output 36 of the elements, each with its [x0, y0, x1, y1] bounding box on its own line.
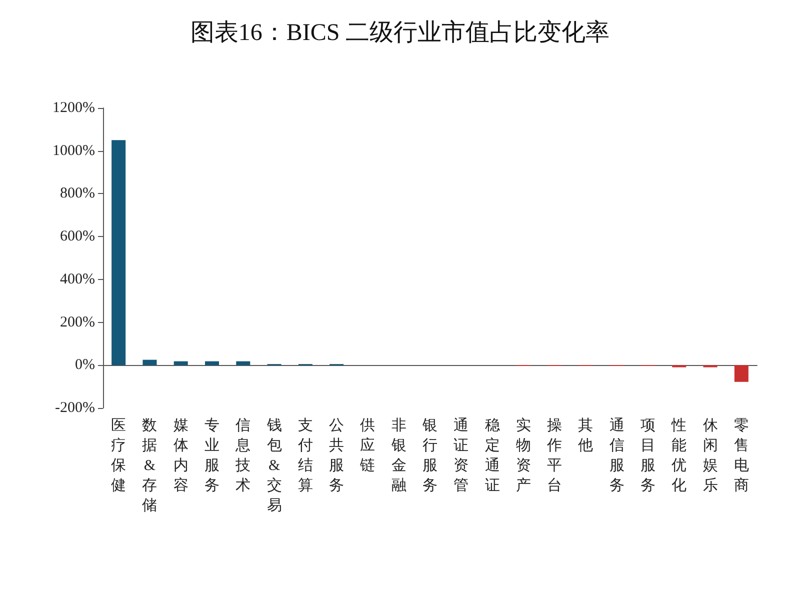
- x-tick-label: 专业服务: [204, 417, 220, 494]
- x-tick-label: 通证资管: [454, 417, 469, 494]
- bar: [204, 361, 220, 366]
- bar: [112, 140, 126, 366]
- y-tick-label: -200%: [55, 400, 95, 416]
- chart-title: 图表16：BICS 二级行业市值占比变化率: [190, 19, 610, 46]
- y-tick-label: 1200%: [52, 100, 95, 116]
- x-tick-label: 公共服务: [329, 417, 344, 494]
- x-tick-label: 性能优化: [670, 417, 687, 494]
- y-tick-label: 0%: [75, 357, 95, 374]
- x-tick-label: 实物资产: [516, 417, 531, 494]
- bar: [236, 361, 250, 366]
- x-tick-label: 零售电商: [734, 418, 749, 494]
- x-tick-label: 稳定通证: [484, 417, 500, 494]
- x-tick-label: 钱包&交易: [266, 418, 282, 514]
- y-tick-label: 200%: [60, 314, 95, 330]
- x-tick-label: 银行服务: [422, 418, 438, 494]
- bar: [174, 361, 188, 366]
- x-tick-label: 项目服务: [640, 418, 656, 494]
- x-tick-label: 供应链: [359, 418, 376, 474]
- y-tick-label: 800%: [60, 186, 95, 202]
- x-tick-label: 医疗保健: [111, 418, 126, 494]
- x-tick-label: 操作平台: [546, 417, 562, 494]
- x-tick-label: 其他: [578, 417, 594, 454]
- x-tick-label: 媒体内容: [173, 418, 188, 494]
- bar: [142, 360, 157, 366]
- x-tick-label: 休闲娱乐: [702, 418, 718, 494]
- x-tick-label: 数据&存储: [142, 418, 158, 514]
- bar: [734, 365, 748, 382]
- y-tick-label: 400%: [60, 271, 95, 288]
- x-tick-label: 通信服务: [609, 417, 624, 494]
- x-tick-label: 支付结算: [296, 417, 313, 494]
- y-tick-label: 1000%: [52, 142, 95, 159]
- x-tick-label: 信息技术: [234, 417, 251, 494]
- x-tick-label: 非银金融: [390, 417, 406, 494]
- y-tick-label: 600%: [60, 228, 95, 245]
